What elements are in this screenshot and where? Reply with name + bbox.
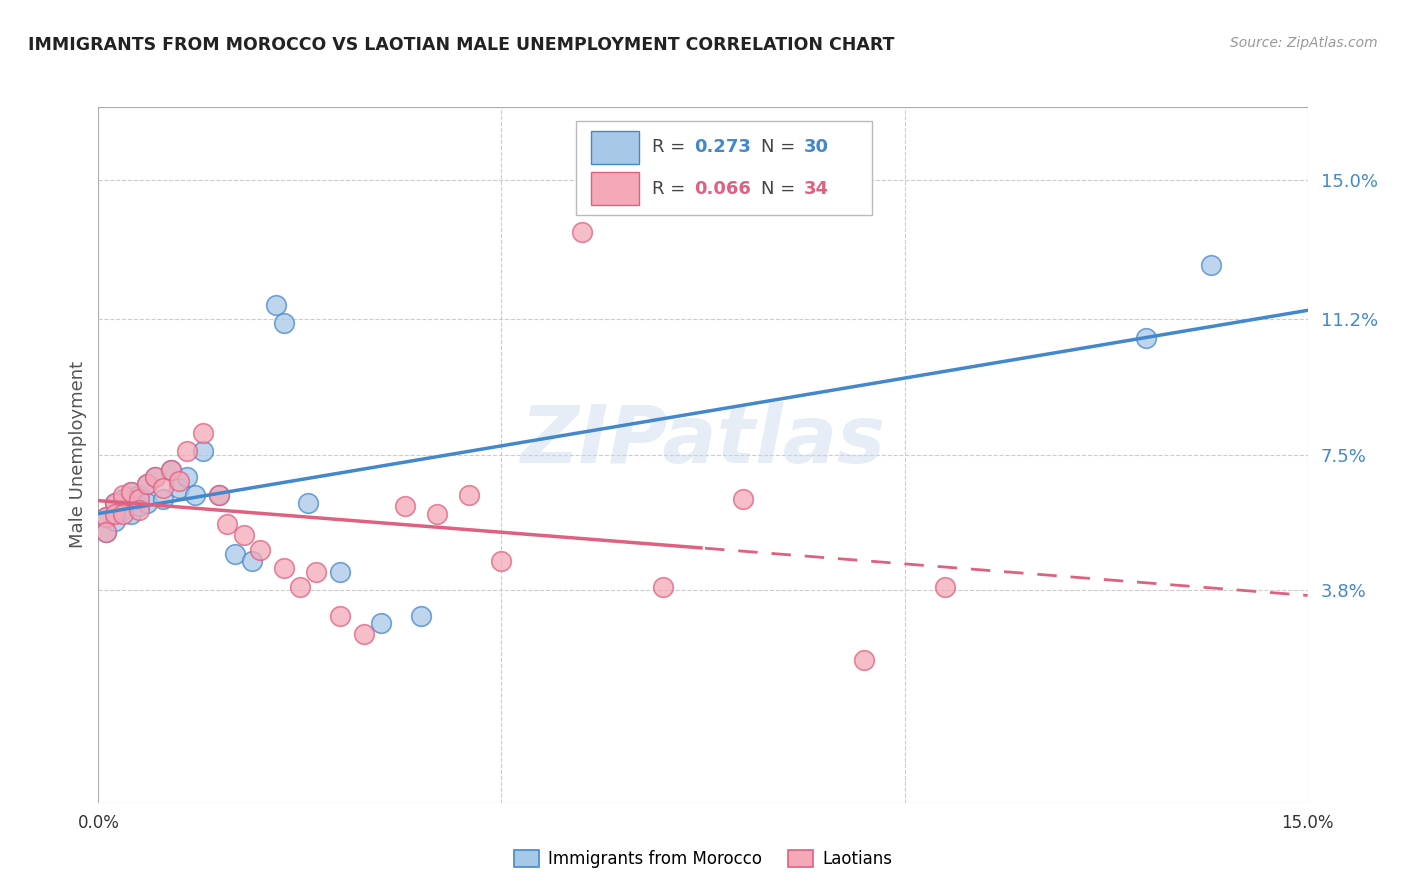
Text: 0.066: 0.066 <box>695 179 751 198</box>
Point <box>103 514 125 528</box>
Point <box>208 488 231 502</box>
Point <box>143 470 166 484</box>
Point <box>128 499 150 513</box>
Point <box>394 499 416 513</box>
Bar <box>591 172 638 205</box>
Point <box>96 524 118 539</box>
Text: R =: R = <box>652 179 692 198</box>
Point <box>152 481 174 495</box>
Point <box>232 528 254 542</box>
Point <box>120 507 142 521</box>
Point <box>111 491 134 506</box>
Point <box>135 477 157 491</box>
Text: 30: 30 <box>803 138 828 156</box>
Point <box>370 616 392 631</box>
Text: IMMIGRANTS FROM MOROCCO VS LAOTIAN MALE UNEMPLOYMENT CORRELATION CHART: IMMIGRANTS FROM MOROCCO VS LAOTIAN MALE … <box>28 36 894 54</box>
Point <box>853 653 876 667</box>
Point <box>120 484 142 499</box>
Point <box>733 491 755 506</box>
Text: ZIPatlas: ZIPatlas <box>520 402 886 480</box>
Point <box>167 481 190 495</box>
Point <box>128 491 150 506</box>
Text: N =: N = <box>761 138 801 156</box>
Point <box>103 507 125 521</box>
Y-axis label: Male Unemployment: Male Unemployment <box>69 361 87 549</box>
Text: N =: N = <box>761 179 801 198</box>
Point <box>264 298 287 312</box>
Point <box>96 510 118 524</box>
Point <box>103 495 125 509</box>
Point <box>176 470 198 484</box>
Point <box>184 488 207 502</box>
Point <box>249 543 271 558</box>
Point <box>128 503 150 517</box>
Point <box>224 547 246 561</box>
Point <box>111 503 134 517</box>
Point <box>120 484 142 499</box>
Point <box>458 488 481 502</box>
Point <box>135 477 157 491</box>
Point <box>571 225 593 239</box>
Point <box>273 316 295 330</box>
Point <box>160 462 183 476</box>
Text: R =: R = <box>652 138 692 156</box>
Point <box>152 491 174 506</box>
Point <box>128 488 150 502</box>
Point <box>193 425 215 440</box>
Point <box>167 474 190 488</box>
Point <box>217 517 239 532</box>
Point <box>96 524 118 539</box>
Legend: Immigrants from Morocco, Laotians: Immigrants from Morocco, Laotians <box>506 843 900 875</box>
Point <box>240 554 263 568</box>
Point <box>135 495 157 509</box>
Point <box>1199 258 1222 272</box>
Point <box>111 488 134 502</box>
Point <box>143 470 166 484</box>
Point <box>409 609 432 624</box>
Point <box>176 444 198 458</box>
Point <box>305 565 328 579</box>
Point <box>1135 331 1157 345</box>
FancyBboxPatch shape <box>576 121 872 215</box>
Point <box>103 495 125 509</box>
Point <box>111 507 134 521</box>
Text: 15.0%: 15.0% <box>1281 814 1334 831</box>
Point <box>96 510 118 524</box>
Point <box>329 565 352 579</box>
Point <box>491 554 513 568</box>
Bar <box>591 130 638 164</box>
Point <box>273 561 295 575</box>
Text: 0.273: 0.273 <box>695 138 751 156</box>
Point <box>353 627 375 641</box>
Point <box>297 495 319 509</box>
Text: 0.0%: 0.0% <box>77 814 120 831</box>
Point <box>193 444 215 458</box>
Point <box>208 488 231 502</box>
Point <box>651 580 673 594</box>
Text: 34: 34 <box>803 179 828 198</box>
Text: Source: ZipAtlas.com: Source: ZipAtlas.com <box>1230 36 1378 50</box>
Point <box>160 462 183 476</box>
Point <box>426 507 449 521</box>
Point <box>934 580 956 594</box>
Point <box>329 609 352 624</box>
Point <box>288 580 311 594</box>
